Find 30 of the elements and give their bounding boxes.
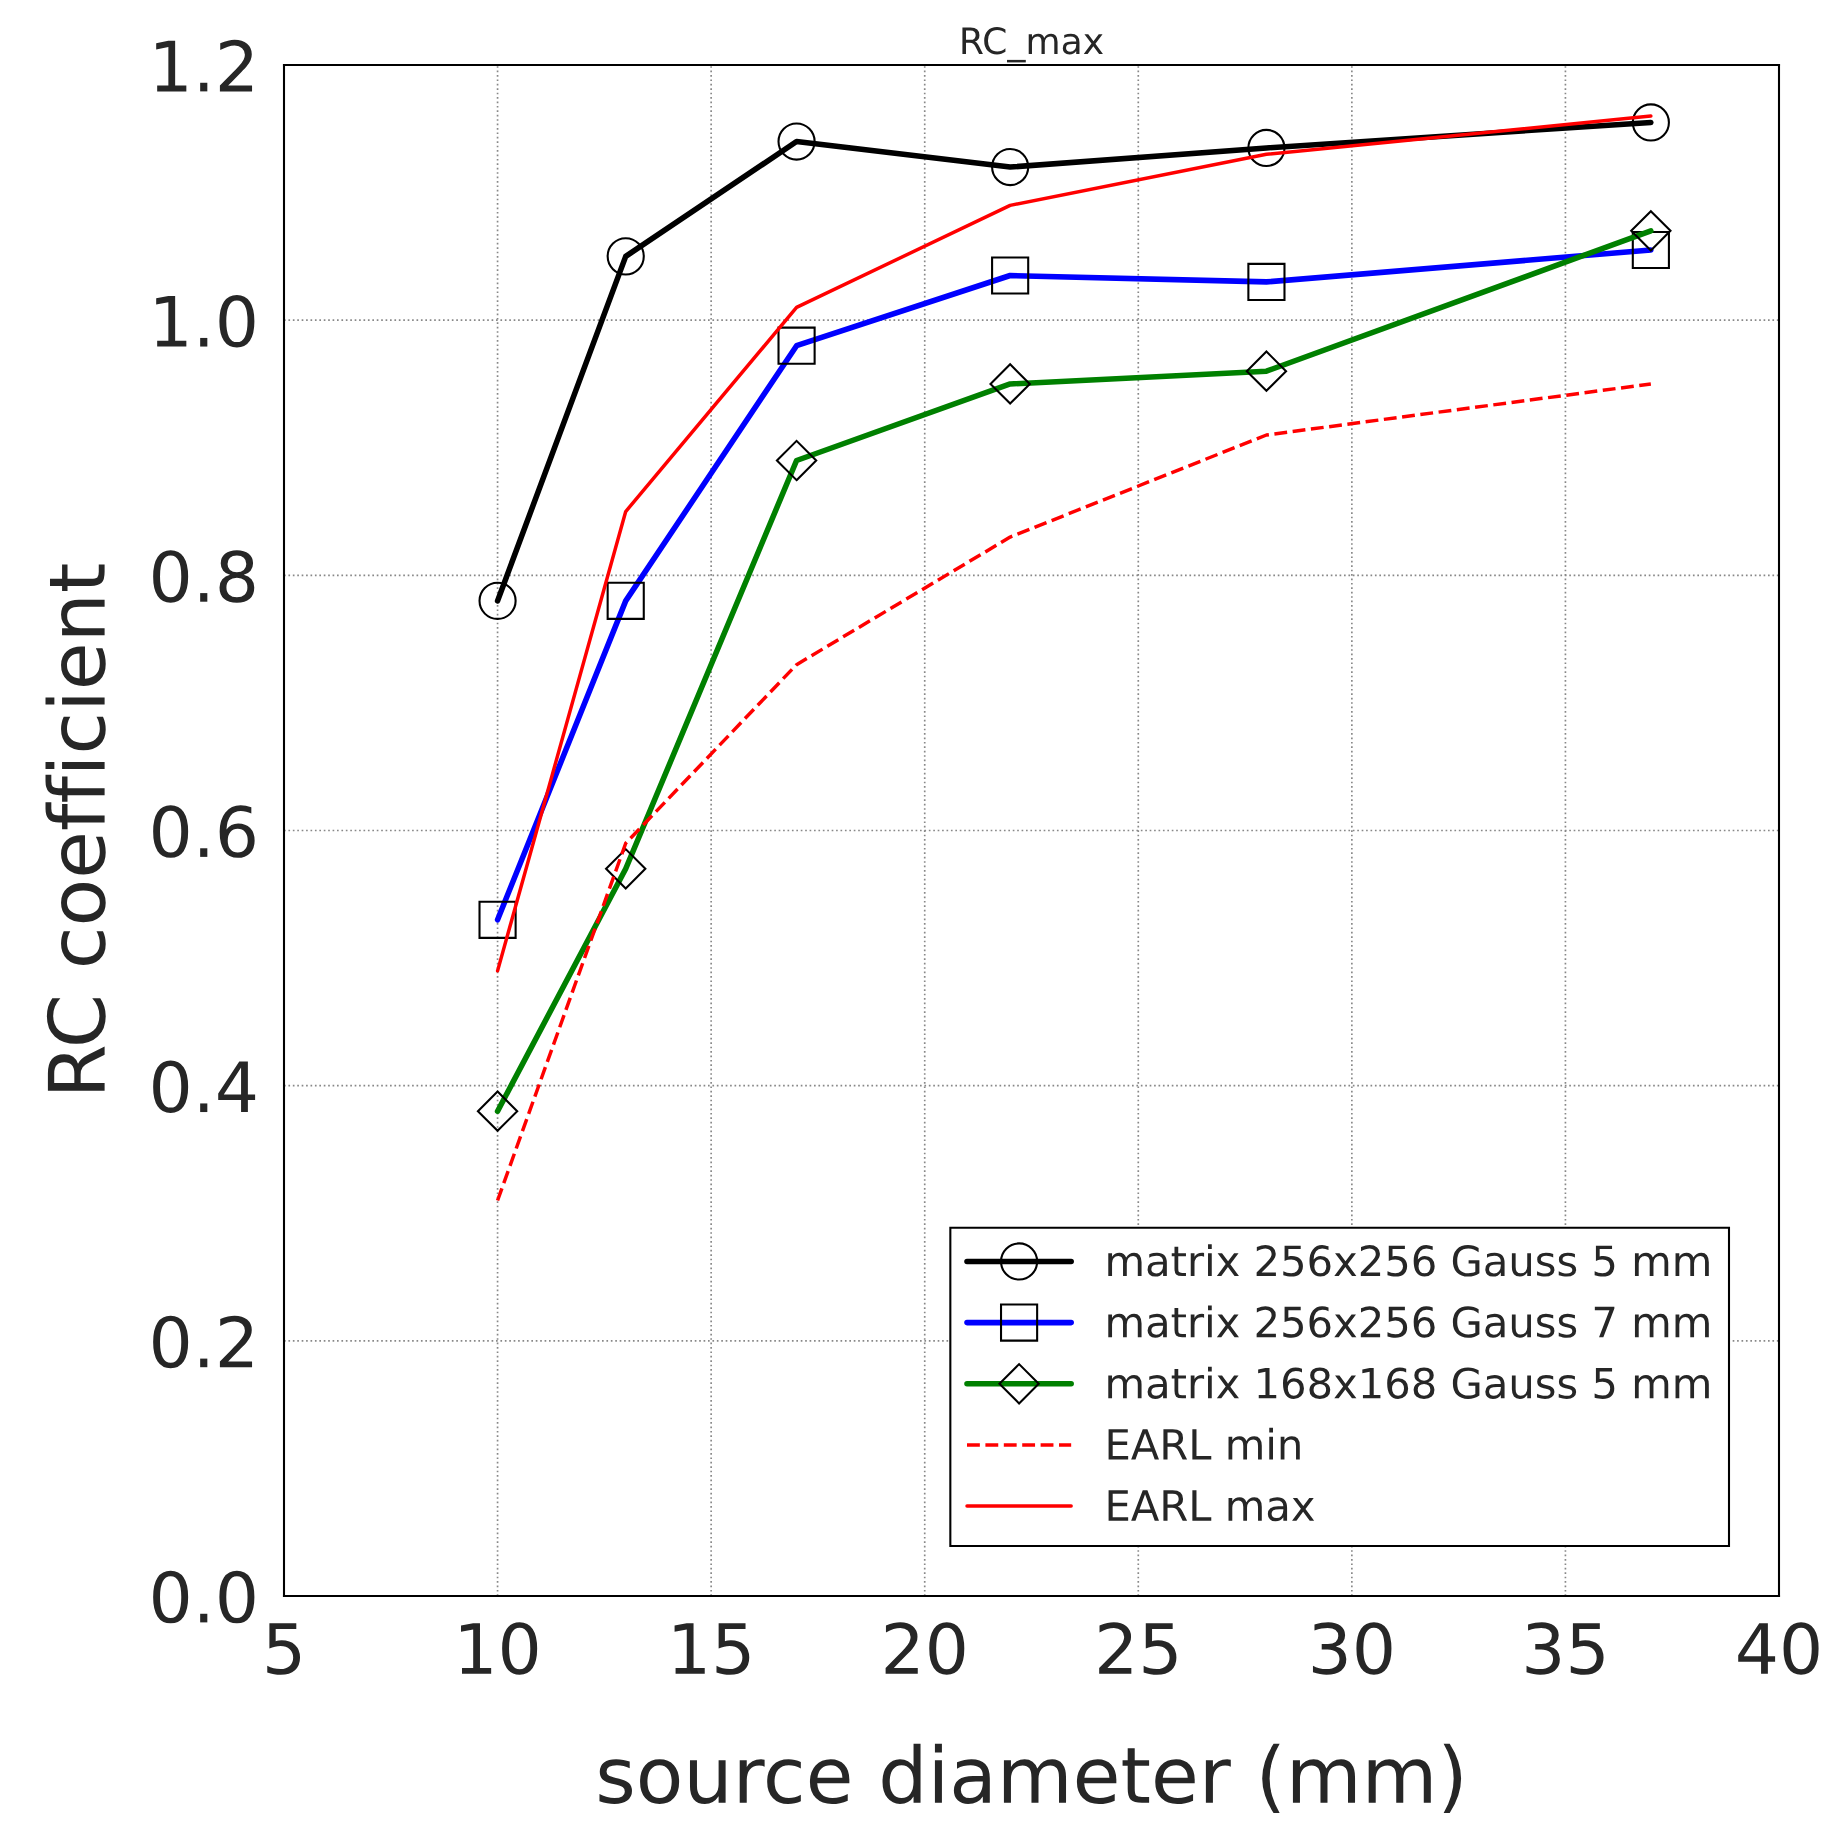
y-tick-label: 0.8 — [153, 550, 255, 603]
x-tick-label: 10 — [461, 1622, 538, 1675]
y-tick-label: 0.6 — [153, 805, 255, 858]
y-tick-label: 0.2 — [153, 1315, 253, 1369]
x-tick-label: 5 — [267, 1623, 301, 1675]
x-tick-label: 20 — [885, 1622, 965, 1675]
point — [606, 237, 645, 276]
y-tick-label: 0.4 — [153, 1060, 256, 1114]
chart-title: RC_max — [962, 27, 1103, 63]
line-series — [495, 382, 1653, 1203]
y-tick-label: 0.0 — [153, 1570, 255, 1624]
x-tick-label: 15 — [674, 1623, 750, 1675]
x-axis-title: source diameter (mm) — [599, 1743, 1462, 1814]
x-tick-label: 30 — [1312, 1622, 1392, 1675]
point — [478, 581, 517, 620]
legend-label: matrix 256x256 Gauss 5 mm — [1108, 1244, 1709, 1277]
legend-label: EARL min — [1108, 1427, 1300, 1460]
point — [1631, 103, 1670, 142]
legend-label: EARL max — [1108, 1490, 1315, 1522]
x-tick-label: 40 — [1738, 1622, 1819, 1675]
point — [1247, 128, 1286, 168]
y-axis-title: RC coefficient — [45, 564, 106, 1091]
y-tick-label: 1.2 — [156, 39, 253, 92]
point — [777, 122, 816, 161]
point — [991, 147, 1030, 187]
x-tick-label: 35 — [1526, 1622, 1604, 1675]
legend-label: matrix 168x168 Gauss 5 mm — [1108, 1366, 1709, 1399]
x-tick-label: 25 — [1099, 1622, 1177, 1675]
y-tick-label: 1.0 — [156, 295, 255, 348]
legend-label: matrix 256x256 Gauss 7 mm — [1108, 1305, 1709, 1338]
